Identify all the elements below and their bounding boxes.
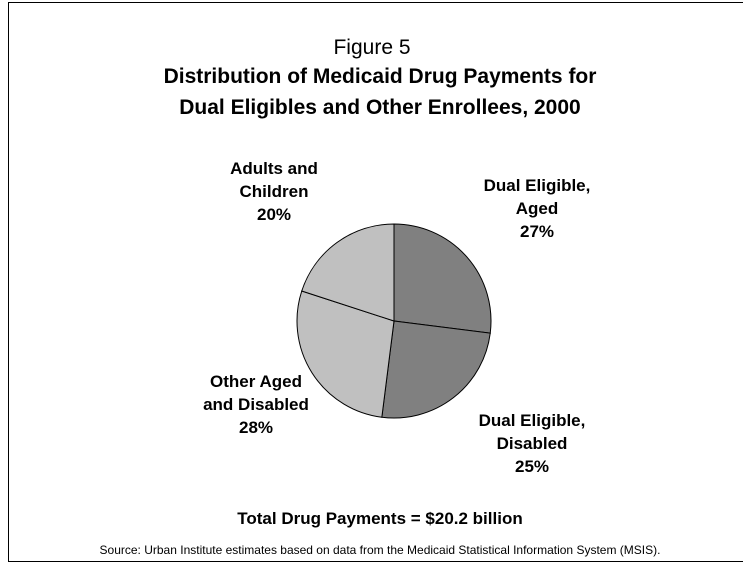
chart-title-line1: Distribution of Medicaid Drug Payments f… (163, 65, 597, 88)
slice-label-dual-disabled-line1: Dual Eligible, (478, 411, 586, 430)
total-payments-note: Total Drug Payments = $20.2 billion (237, 509, 523, 528)
pie-slice-other-aged-disabled (296, 290, 395, 418)
slice-label-adults-line1: Adults and (230, 159, 318, 178)
slice-label-dual-aged-line2: Aged (515, 199, 559, 218)
slice-label-dual-disabled: Dual Eligible, Disabled 25% (447, 409, 617, 478)
source-note: Source: Urban Institute estimates based … (99, 543, 661, 557)
slice-label-other-aged-disabled: Other Aged and Disabled 28% (171, 370, 341, 439)
chart-title-line2: Dual Eligibles and Other Enrollees, 2000 (179, 96, 581, 119)
slice-label-adults-line2: Children (239, 182, 309, 201)
pie-slice-dual-aged (393, 223, 492, 334)
slice-label-other-line1: Other Aged (210, 372, 302, 391)
figure-frame (8, 2, 743, 562)
figure-label: Figure 5 (333, 36, 411, 59)
slice-label-dual-aged-line1: Dual Eligible, (483, 176, 591, 195)
slice-value-dual-disabled: 25% (514, 457, 550, 476)
slice-label-other-line2: and Disabled (203, 395, 309, 414)
pie-slice-dual-disabled (381, 320, 491, 419)
pie-slice-adults-children (301, 223, 395, 322)
slice-value-adults: 20% (256, 205, 292, 224)
slice-label-dual-disabled-line2: Disabled (496, 434, 568, 453)
slice-label-adults-children: Adults and Children 20% (189, 157, 359, 226)
slice-value-other: 28% (238, 418, 274, 437)
slice-label-dual-aged: Dual Eligible, Aged 27% (452, 174, 622, 243)
slice-value-dual-aged: 27% (519, 222, 555, 241)
